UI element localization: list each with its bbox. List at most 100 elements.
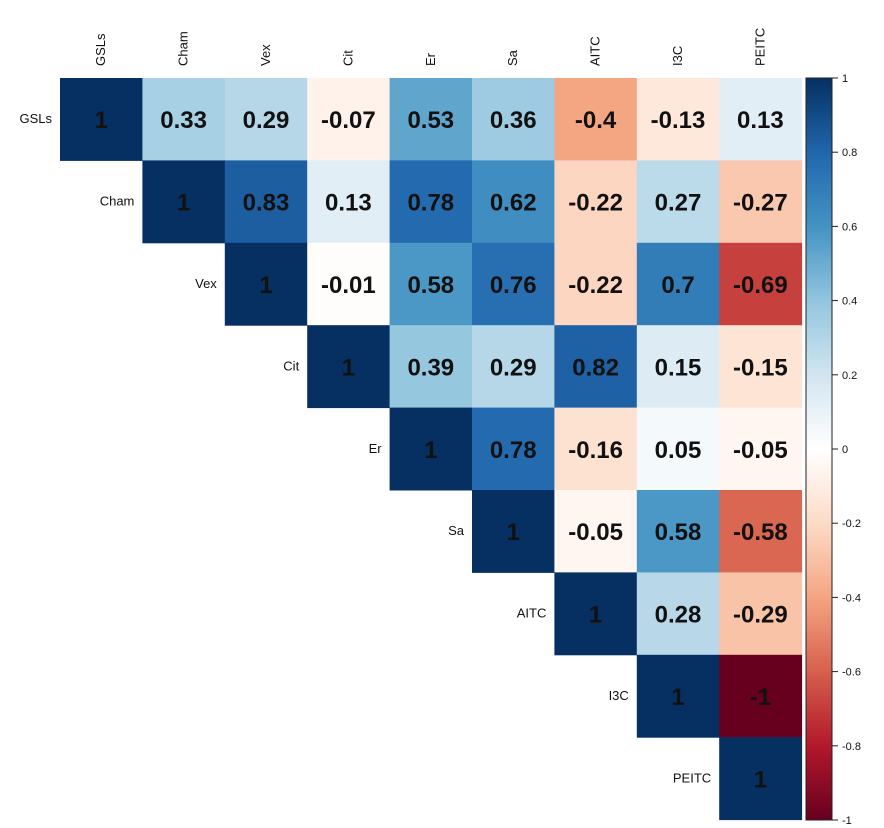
cell-value-gsls-peitc: 0.13 [737,107,784,134]
cell-gsls-peitc [719,78,803,161]
cell-value-sa-sa: 1 [507,519,520,546]
cell-value-cham-i3c: 0.27 [655,190,702,217]
column-label-cham: Cham [176,31,191,66]
cell-cham-peitc [719,160,803,244]
cell-er-aitc [554,407,638,491]
cell-value-er-i3c: 0.05 [655,437,702,464]
cell-value-aitc-peitc: -0.29 [733,602,788,629]
row-label-aitc: AITC [517,606,547,621]
cell-sa-aitc [554,490,638,573]
cell-peitc-peitc [719,737,803,821]
cell-gsls-cit [307,78,391,161]
cell-value-cham-vex: 0.83 [243,190,290,217]
cell-value-cit-sa: 0.29 [490,354,537,381]
colorbar-gradient [805,77,833,821]
colorbar-tick-label: 0.8 [842,147,857,159]
row-label-gsls: GSLs [19,111,52,126]
row-label-er: Er [369,441,383,456]
cell-value-cham-sa: 0.62 [490,190,537,217]
cell-cham-i3c [636,160,720,244]
column-label-er: Er [423,52,438,66]
cell-cit-i3c [636,325,720,409]
cell-cham-aitc [554,160,638,244]
colorbar-tick-label: -0.2 [842,518,861,530]
cell-value-gsls-gsls: 1 [95,107,108,134]
colorbar-tick-label: -0.4 [842,592,861,604]
cell-cit-peitc [719,325,803,409]
row-labels: GSLs Cham Vex Cit Er Sa AITC I3C PEITC [19,111,711,785]
cell-value-vex-peitc: -0.69 [733,272,788,299]
cell-value-i3c-peitc: -1 [750,684,771,711]
cell-vex-sa [472,242,555,326]
colorbar-tick-label: 0.6 [842,221,857,233]
column-label-peitc: PEITC [752,28,767,66]
row-label-vex: Vex [195,276,217,291]
cell-value-er-aitc: -0.16 [568,437,623,464]
cell-value-er-er: 1 [424,437,437,464]
cell-sa-i3c [636,490,720,573]
column-label-cit: Cit [340,50,355,66]
cell-er-er [389,407,473,491]
cell-sa-peitc [719,490,803,573]
cell-value-cham-cham: 1 [177,190,190,217]
cell-value-aitc-aitc: 1 [589,602,602,629]
cell-cit-cit [307,325,391,409]
cell-er-sa [472,407,555,491]
cell-value-gsls-aitc: -0.4 [575,107,617,134]
cell-gsls-i3c [636,78,720,161]
cell-value-i3c-i3c: 1 [671,684,684,711]
cell-cham-cit [307,160,391,244]
cell-er-peitc [719,407,803,491]
cell-aitc-peitc [719,572,803,656]
row-label-sa: Sa [448,523,465,538]
cell-value-er-sa: 0.78 [490,437,537,464]
cell-er-i3c [636,407,720,491]
cell-value-gsls-vex: 0.29 [243,107,290,134]
cell-value-gsls-er: 0.53 [407,107,454,134]
cell-value-sa-aitc: -0.05 [568,519,623,546]
cell-value-gsls-sa: 0.36 [490,107,537,134]
cell-value-vex-i3c: 0.7 [661,272,694,299]
cell-cit-sa [472,325,555,409]
cell-cit-er [389,325,473,409]
colorbar-tick-label: -0.8 [842,741,861,753]
cell-value-er-peitc: -0.05 [733,437,788,464]
row-label-cham: Cham [100,194,135,209]
cell-value-cham-er: 0.78 [407,190,454,217]
cell-value-vex-er: 0.58 [407,272,454,299]
colorbar-tick-label: 0.2 [842,370,857,382]
cell-value-cham-peitc: -0.27 [733,190,788,217]
colorbar: 1 0.8 0.6 0.4 0.2 0 -0.2 -0.4 -0.6 -0.8 -1 [805,73,861,827]
cell-vex-er [389,242,473,326]
cell-value-peitc-peitc: 1 [754,766,767,793]
cell-gsls-sa [472,78,555,161]
cell-value-aitc-i3c: 0.28 [655,602,702,629]
cell-vex-cit [307,242,391,326]
cell-value-gsls-cham: 0.33 [160,107,207,134]
cell-value-sa-i3c: 0.58 [655,519,702,546]
cell-value-vex-vex: 1 [259,272,272,299]
cell-value-cit-aitc: 0.82 [572,354,619,381]
cell-value-cit-i3c: 0.15 [655,354,702,381]
column-label-sa: Sa [505,49,520,66]
cell-vex-aitc [554,242,638,326]
column-label-i3c: I3C [670,46,685,66]
cell-cham-cham [142,160,226,244]
column-label-aitc: AITC [588,36,603,66]
cell-gsls-er [389,78,473,161]
cell-aitc-i3c [636,572,720,656]
cell-vex-i3c [636,242,720,326]
colorbar-tick-label: 1 [842,73,848,85]
cell-value-vex-sa: 0.76 [490,272,537,299]
row-label-peitc: PEITC [673,770,711,785]
column-labels: GSLs Cham Vex Cit Er Sa AITC I3C PEITC [93,28,767,66]
cell-value-vex-cit: -0.01 [321,272,376,299]
column-label-gsls: GSLs [93,33,108,66]
colorbar-tick-label: 0.4 [842,296,857,308]
cell-value-cham-aitc: -0.22 [568,190,623,217]
cell-i3c-peitc [719,654,803,738]
cell-value-cham-cit: 0.13 [325,190,372,217]
cell-value-sa-peitc: -0.58 [733,519,788,546]
cell-gsls-aitc [554,78,638,161]
